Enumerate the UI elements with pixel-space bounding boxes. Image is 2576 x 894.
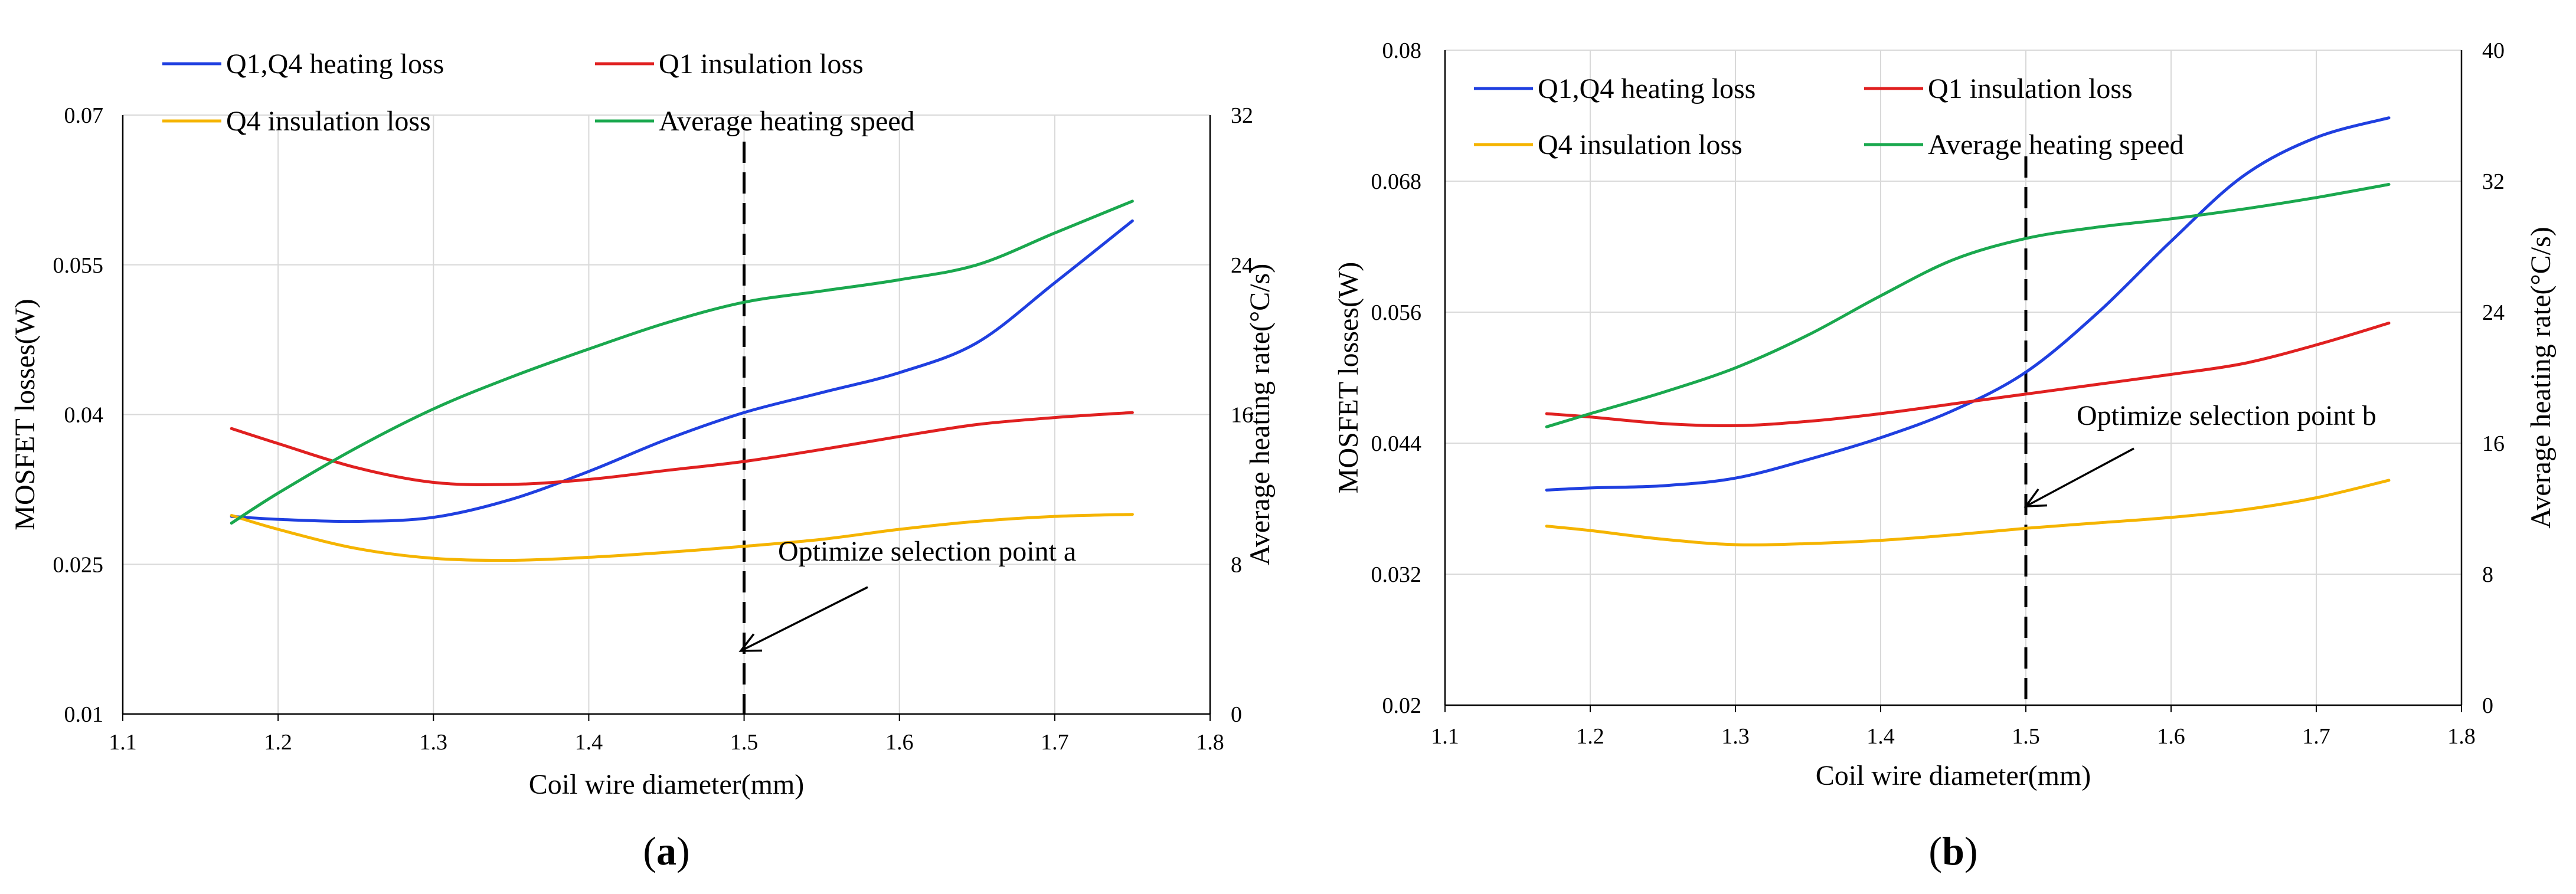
y2-tick-label: 8	[2482, 562, 2493, 587]
x-tick-label: 1.5	[2012, 724, 2040, 749]
annotation-arrowhead	[738, 633, 763, 652]
panel-label: (b)	[1928, 828, 1977, 873]
legend: Q1,Q4 heating loss Q1 insulation loss Q4 i…	[162, 48, 915, 137]
y-tick-label: 0.02	[1382, 693, 1422, 718]
y-tick-label: 0.068	[1371, 169, 1422, 194]
y-tick-label: 0.08	[1382, 38, 1422, 63]
annotation-text: Optimize selection point a	[778, 536, 1076, 567]
y-tick-label: 0.044	[1371, 431, 1422, 456]
legend-label: Q1 insulation loss	[1928, 73, 2133, 104]
x-tick-label: 1.8	[2447, 724, 2476, 749]
x-axis-label: Coil wire diameter(mm)	[529, 769, 805, 800]
series-line-average-heating-speed	[1545, 183, 2391, 428]
chart-panel-b: 1.1 1.2 1.3 1.4 1.5 1.6 1.7 1.8 0.02 0.032 0.044 0.…	[1333, 38, 2557, 873]
series-line-q1-insulation-loss	[230, 411, 1134, 486]
x-tick-label: 1.5	[730, 730, 759, 755]
x-tick-label: 1.4	[1866, 724, 1895, 749]
annotation-arrow	[740, 586, 868, 652]
y2-axis-label: Average heating rate(°C/s)	[1244, 264, 1276, 565]
legend-label: Average heating speed	[659, 106, 915, 137]
series-line-q1-q4-heating-loss	[230, 219, 1134, 523]
x-tick-label: 1.2	[1576, 724, 1604, 749]
y-tick-label: 0.032	[1371, 562, 1422, 587]
y2-tick-label: 24	[2482, 300, 2505, 325]
x-tick-label: 1.1	[1431, 724, 1459, 749]
y-tick-label: 0.055	[53, 253, 104, 278]
x-tick-label: 1.3	[420, 730, 448, 755]
x-tick-label: 1.6	[885, 730, 914, 755]
series-line-q4-insulation-loss	[230, 513, 1134, 562]
y2-tick-label: 40	[2482, 38, 2505, 63]
y2-tick-label: 32	[2482, 169, 2505, 194]
legend-label: Q4 insulation loss	[1538, 129, 1743, 161]
y-tick-label: 0.01	[64, 702, 104, 727]
y2-tick-label: 24	[1231, 253, 1253, 278]
x-tick-label: 1.2	[264, 730, 292, 755]
series-line-q4-insulation-loss	[1545, 479, 2391, 546]
y-tick-label: 0.04	[64, 403, 104, 428]
y-tick-label: 0.056	[1371, 300, 1422, 325]
x-tick-label: 1.6	[2157, 724, 2185, 749]
y2-tick-label: 32	[1231, 103, 1253, 128]
series-line-average-heating-speed	[230, 199, 1134, 525]
legend-label: Average heating speed	[1928, 129, 2184, 161]
legend-label: Q1,Q4 heating loss	[226, 48, 444, 80]
x-tick-label: 1.3	[1721, 724, 1750, 749]
y-axis-label: MOSFET losses(W)	[1333, 262, 1364, 493]
x-tick-label: 1.4	[575, 730, 603, 755]
y2-tick-label: 0	[2482, 693, 2493, 718]
x-tick-label: 1.8	[1196, 730, 1224, 755]
series-line-q1-q4-heating-loss	[1545, 116, 2391, 492]
x-axis-label: Coil wire diameter(mm)	[1816, 760, 2091, 791]
annotation-text: Optimize selection point b	[2077, 400, 2376, 431]
y2-tick-label: 16	[2482, 431, 2505, 456]
y-tick-label: 0.07	[64, 103, 104, 128]
y-axis-label: MOSFET losses(W)	[9, 299, 41, 530]
panel-label: (a)	[643, 828, 689, 873]
legend: Q1,Q4 heating loss Q1 insulation loss Q4 i…	[1474, 73, 2184, 161]
legend-label: Q1,Q4 heating loss	[1538, 73, 1756, 104]
y2-tick-label: 8	[1231, 552, 1242, 577]
y-tick-label: 0.025	[53, 552, 104, 577]
y2-tick-label: 16	[1231, 403, 1253, 428]
y2-axis-label: Average heating rate(°C/s)	[2525, 227, 2557, 528]
series-line-q1-insulation-loss	[1545, 322, 2391, 428]
annotation-arrowhead	[2023, 488, 2048, 507]
x-tick-label: 1.7	[1041, 730, 1069, 755]
y2-tick-label: 0	[1231, 702, 1242, 727]
annotation-arrow	[2025, 447, 2134, 507]
legend-label: Q4 insulation loss	[226, 106, 431, 137]
x-tick-label: 1.1	[109, 730, 137, 755]
x-tick-label: 1.7	[2302, 724, 2330, 749]
legend-label: Q1 insulation loss	[659, 48, 864, 80]
chart-panel-a: 1.1 1.2 1.3 1.4 1.5 1.6 1.7 1.8 0.01 0.025 0.04 0.0…	[9, 48, 1276, 873]
